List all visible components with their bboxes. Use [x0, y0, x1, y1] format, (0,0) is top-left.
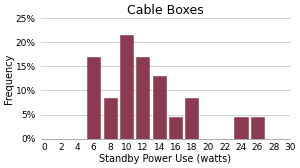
Bar — [153, 76, 166, 139]
Bar — [103, 98, 117, 139]
Bar — [87, 57, 100, 139]
Bar — [251, 117, 264, 139]
Bar — [120, 35, 133, 139]
Bar — [136, 57, 149, 139]
Bar — [169, 117, 182, 139]
Title: Cable Boxes: Cable Boxes — [127, 4, 204, 17]
X-axis label: Standby Power Use (watts): Standby Power Use (watts) — [99, 154, 231, 164]
Bar — [234, 117, 248, 139]
Y-axis label: Frequency: Frequency — [4, 53, 14, 104]
Bar — [185, 98, 198, 139]
